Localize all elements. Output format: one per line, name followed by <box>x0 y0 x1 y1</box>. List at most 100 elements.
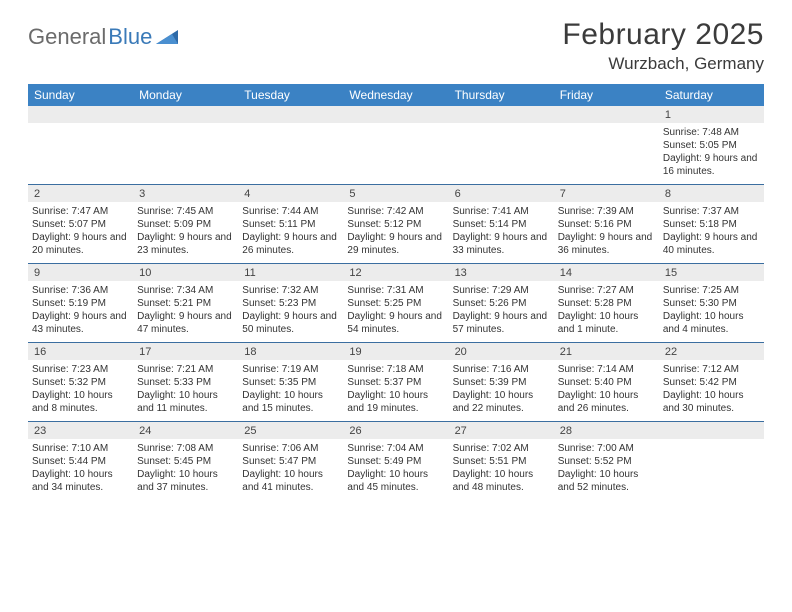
sunrise-text: Sunrise: 7:39 AM <box>558 205 655 218</box>
day-cell: 3Sunrise: 7:45 AMSunset: 5:09 PMDaylight… <box>133 185 238 263</box>
sunrise-text: Sunrise: 7:48 AM <box>663 126 760 139</box>
sunrise-text: Sunrise: 7:06 AM <box>242 442 339 455</box>
day-cell: 2Sunrise: 7:47 AMSunset: 5:07 PMDaylight… <box>28 185 133 263</box>
sunrise-text: Sunrise: 7:42 AM <box>347 205 444 218</box>
sunset-text: Sunset: 5:44 PM <box>32 455 129 468</box>
title-block: February 2025 Wurzbach, Germany <box>562 18 764 74</box>
sunset-text: Sunset: 5:37 PM <box>347 376 444 389</box>
day-cell: 23Sunrise: 7:10 AMSunset: 5:44 PMDayligh… <box>28 422 133 500</box>
day-number: 18 <box>238 343 343 360</box>
weekday-label: Wednesday <box>343 84 448 106</box>
day-cell: 13Sunrise: 7:29 AMSunset: 5:26 PMDayligh… <box>449 264 554 342</box>
week-row: 2Sunrise: 7:47 AMSunset: 5:07 PMDaylight… <box>28 185 764 264</box>
sunset-text: Sunset: 5:07 PM <box>32 218 129 231</box>
sunrise-text: Sunrise: 7:12 AM <box>663 363 760 376</box>
day-number: 27 <box>449 422 554 439</box>
sunrise-text: Sunrise: 7:23 AM <box>32 363 129 376</box>
sunrise-text: Sunrise: 7:14 AM <box>558 363 655 376</box>
day-number <box>238 106 343 123</box>
sunset-text: Sunset: 5:49 PM <box>347 455 444 468</box>
day-cell: 16Sunrise: 7:23 AMSunset: 5:32 PMDayligh… <box>28 343 133 421</box>
daylight-text: Daylight: 10 hours and 37 minutes. <box>137 468 234 494</box>
weeks-container: 1Sunrise: 7:48 AMSunset: 5:05 PMDaylight… <box>28 106 764 500</box>
day-cell <box>343 106 448 184</box>
day-cell: 20 Sunrise: 7:16 AMSunset: 5:39 PMDayligh… <box>449 343 554 421</box>
day-cell: 1Sunrise: 7:48 AMSunset: 5:05 PMDaylight… <box>659 106 764 184</box>
sunset-text: Sunset: 5:26 PM <box>453 297 550 310</box>
day-number: 9 <box>28 264 133 281</box>
day-cell: 27 Sunrise: 7:02 AMSunset: 5:51 PMDayligh… <box>449 422 554 500</box>
day-cell: 7Sunrise: 7:39 AMSunset: 5:16 PMDaylight… <box>554 185 659 263</box>
day-cell: 22 Sunrise: 7:12 AMSunset: 5:42 PMDayligh… <box>659 343 764 421</box>
day-number: 23 <box>28 422 133 439</box>
daylight-text: Daylight: 9 hours and 43 minutes. <box>32 310 129 336</box>
daylight-text: Daylight: 9 hours and 16 minutes. <box>663 152 760 178</box>
week-row: 16Sunrise: 7:23 AMSunset: 5:32 PMDayligh… <box>28 343 764 422</box>
daylight-text: Daylight: 9 hours and 23 minutes. <box>137 231 234 257</box>
sunrise-text: Sunrise: 7:36 AM <box>32 284 129 297</box>
sunset-text: Sunset: 5:51 PM <box>453 455 550 468</box>
sunrise-text: Sunrise: 7:45 AM <box>137 205 234 218</box>
daylight-text: Daylight: 9 hours and 54 minutes. <box>347 310 444 336</box>
daylight-text: Daylight: 10 hours and 52 minutes. <box>558 468 655 494</box>
sunset-text: Sunset: 5:05 PM <box>663 139 760 152</box>
day-number: 22 <box>659 343 764 360</box>
day-number: 11 <box>238 264 343 281</box>
sunset-text: Sunset: 5:21 PM <box>137 297 234 310</box>
daylight-text: Daylight: 10 hours and 11 minutes. <box>137 389 234 415</box>
sunset-text: Sunset: 5:52 PM <box>558 455 655 468</box>
week-row: 9Sunrise: 7:36 AMSunset: 5:19 PMDaylight… <box>28 264 764 343</box>
sunset-text: Sunset: 5:12 PM <box>347 218 444 231</box>
sunset-text: Sunset: 5:39 PM <box>453 376 550 389</box>
day-number <box>343 106 448 123</box>
sunrise-text: Sunrise: 7:25 AM <box>663 284 760 297</box>
day-cell: 24Sunrise: 7:08 AMSunset: 5:45 PMDayligh… <box>133 422 238 500</box>
sunrise-text: Sunrise: 7:02 AM <box>453 442 550 455</box>
day-number: 24 <box>133 422 238 439</box>
day-number: 8 <box>659 185 764 202</box>
day-number: 26 <box>343 422 448 439</box>
day-number <box>133 106 238 123</box>
sunset-text: Sunset: 5:28 PM <box>558 297 655 310</box>
day-number: 5 <box>343 185 448 202</box>
day-number: 28 <box>554 422 659 439</box>
day-cell: 15Sunrise: 7:25 AMSunset: 5:30 PMDayligh… <box>659 264 764 342</box>
daylight-text: Daylight: 9 hours and 47 minutes. <box>137 310 234 336</box>
daylight-text: Daylight: 9 hours and 50 minutes. <box>242 310 339 336</box>
sunset-text: Sunset: 5:42 PM <box>663 376 760 389</box>
sunset-text: Sunset: 5:11 PM <box>242 218 339 231</box>
weekday-header: Sunday Monday Tuesday Wednesday Thursday… <box>28 84 764 106</box>
weekday-label: Sunday <box>28 84 133 106</box>
sunset-text: Sunset: 5:32 PM <box>32 376 129 389</box>
day-cell <box>28 106 133 184</box>
day-number: 12 <box>343 264 448 281</box>
day-number: 20 <box>449 343 554 360</box>
day-cell: 26 Sunrise: 7:04 AMSunset: 5:49 PMDayligh… <box>343 422 448 500</box>
day-number <box>554 106 659 123</box>
day-cell: 28Sunrise: 7:00 AMSunset: 5:52 PMDayligh… <box>554 422 659 500</box>
sunset-text: Sunset: 5:40 PM <box>558 376 655 389</box>
sunrise-text: Sunrise: 7:44 AM <box>242 205 339 218</box>
daylight-text: Daylight: 10 hours and 45 minutes. <box>347 468 444 494</box>
day-number: 14 <box>554 264 659 281</box>
day-cell: 9Sunrise: 7:36 AMSunset: 5:19 PMDaylight… <box>28 264 133 342</box>
week-row: 23Sunrise: 7:10 AMSunset: 5:44 PMDayligh… <box>28 422 764 500</box>
day-cell: 8Sunrise: 7:37 AMSunset: 5:18 PMDaylight… <box>659 185 764 263</box>
brand-part2: Blue <box>108 24 152 50</box>
weekday-label: Saturday <box>659 84 764 106</box>
sunrise-text: Sunrise: 7:16 AM <box>453 363 550 376</box>
sunrise-text: Sunrise: 7:32 AM <box>242 284 339 297</box>
sunrise-text: Sunrise: 7:04 AM <box>347 442 444 455</box>
sunrise-text: Sunrise: 7:19 AM <box>242 363 339 376</box>
day-cell <box>659 422 764 500</box>
day-cell: 11Sunrise: 7:32 AMSunset: 5:23 PMDayligh… <box>238 264 343 342</box>
daylight-text: Daylight: 10 hours and 22 minutes. <box>453 389 550 415</box>
daylight-text: Daylight: 9 hours and 40 minutes. <box>663 231 760 257</box>
daylight-text: Daylight: 10 hours and 30 minutes. <box>663 389 760 415</box>
day-cell: 6Sunrise: 7:41 AMSunset: 5:14 PMDaylight… <box>449 185 554 263</box>
day-cell: 12Sunrise: 7:31 AMSunset: 5:25 PMDayligh… <box>343 264 448 342</box>
sunrise-text: Sunrise: 7:18 AM <box>347 363 444 376</box>
daylight-text: Daylight: 9 hours and 57 minutes. <box>453 310 550 336</box>
sunset-text: Sunset: 5:18 PM <box>663 218 760 231</box>
daylight-text: Daylight: 10 hours and 48 minutes. <box>453 468 550 494</box>
